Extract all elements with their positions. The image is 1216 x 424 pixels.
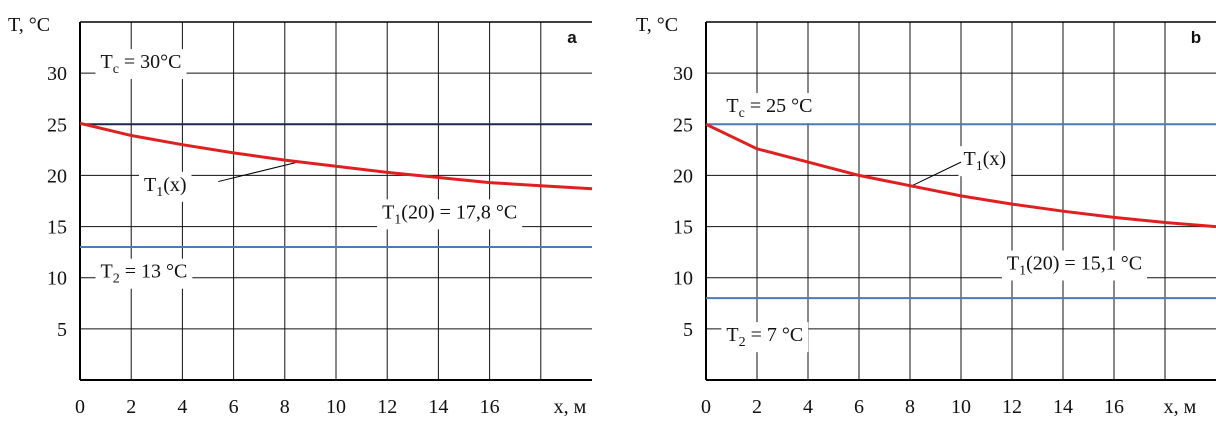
annotation-tc-base: T bbox=[100, 51, 112, 73]
x-tick-label: 14 bbox=[1053, 396, 1073, 418]
y-axis-label: T, °C bbox=[636, 14, 678, 36]
annotation-t2-sub: 2 bbox=[113, 272, 120, 287]
panel-label: a bbox=[567, 28, 577, 47]
x-tick-label: 4 bbox=[803, 396, 813, 418]
annotation-t1end-sub: 1 bbox=[394, 212, 401, 227]
annotation-tc-base: T bbox=[726, 95, 738, 117]
annotation-t2-rest: = 13 °C bbox=[120, 261, 188, 283]
x-tick-label: 6 bbox=[229, 396, 239, 418]
x-tick-label: 16 bbox=[480, 396, 500, 418]
annotation-tc-rest: = 25 °C bbox=[745, 95, 813, 117]
x-tick-label: 6 bbox=[854, 396, 864, 418]
x-tick-label: 0 bbox=[75, 396, 85, 418]
x-axis-label: x, м bbox=[554, 396, 587, 418]
x-tick-label: 12 bbox=[377, 396, 397, 418]
x-tick-label: 10 bbox=[951, 396, 971, 418]
x-axis-label: x, м bbox=[1164, 396, 1197, 418]
x-tick-label: 10 bbox=[326, 396, 346, 418]
x-tick-label: 4 bbox=[177, 396, 187, 418]
annotation-tc-rest: = 30°C bbox=[119, 51, 182, 73]
y-tick-label: 30 bbox=[673, 63, 693, 85]
annotation-t1end-rest: (20) = 17,8 °C bbox=[401, 201, 517, 223]
x-tick-label: 2 bbox=[126, 396, 136, 418]
y-tick-label: 5 bbox=[57, 319, 67, 341]
y-tick-label: 10 bbox=[673, 268, 693, 290]
annotation-t1end-sub: 1 bbox=[1019, 264, 1026, 279]
annotation-t1x-sub: 1 bbox=[156, 185, 163, 200]
x-tick-label: 2 bbox=[752, 396, 762, 418]
annotation-t1x-base: T bbox=[144, 174, 156, 196]
y-tick-label: 10 bbox=[47, 268, 67, 290]
y-axis-label: T, °C bbox=[8, 14, 50, 36]
annotation-t2-base: T bbox=[100, 261, 112, 283]
x-tick-label: 0 bbox=[701, 396, 711, 418]
annotation-t1end-base: T bbox=[1007, 253, 1019, 275]
y-tick-label: 20 bbox=[47, 165, 67, 187]
x-tick-label: 8 bbox=[905, 396, 915, 418]
y-tick-label: 25 bbox=[673, 114, 693, 136]
y-tick-label: 15 bbox=[47, 217, 67, 239]
annotation-t2-rest: = 7 °C bbox=[746, 324, 804, 346]
x-tick-label: 12 bbox=[1002, 396, 1022, 418]
y-tick-label: 15 bbox=[673, 217, 693, 239]
annotation-t1x-rest: (x) bbox=[983, 148, 1006, 170]
annotation-t1x-rest: (x) bbox=[163, 174, 186, 196]
y-tick-label: 25 bbox=[47, 114, 67, 136]
annotation-t1end-base: T bbox=[382, 201, 394, 223]
annotation-t2-base: T bbox=[726, 324, 738, 346]
annotation-t1end-rest: (20) = 15,1 °C bbox=[1026, 253, 1142, 275]
y-tick-label: 5 bbox=[683, 319, 693, 341]
y-tick-label: 20 bbox=[673, 165, 693, 187]
annotation-t1x-sub: 1 bbox=[976, 159, 983, 174]
x-tick-label: 8 bbox=[280, 396, 290, 418]
x-tick-label: 16 bbox=[1104, 396, 1124, 418]
annotation-t2-sub: 2 bbox=[739, 335, 746, 350]
annotation-t1x-base: T bbox=[964, 148, 976, 170]
panel-label: b bbox=[1191, 28, 1201, 47]
x-tick-label: 14 bbox=[428, 396, 448, 418]
y-tick-label: 30 bbox=[47, 63, 67, 85]
